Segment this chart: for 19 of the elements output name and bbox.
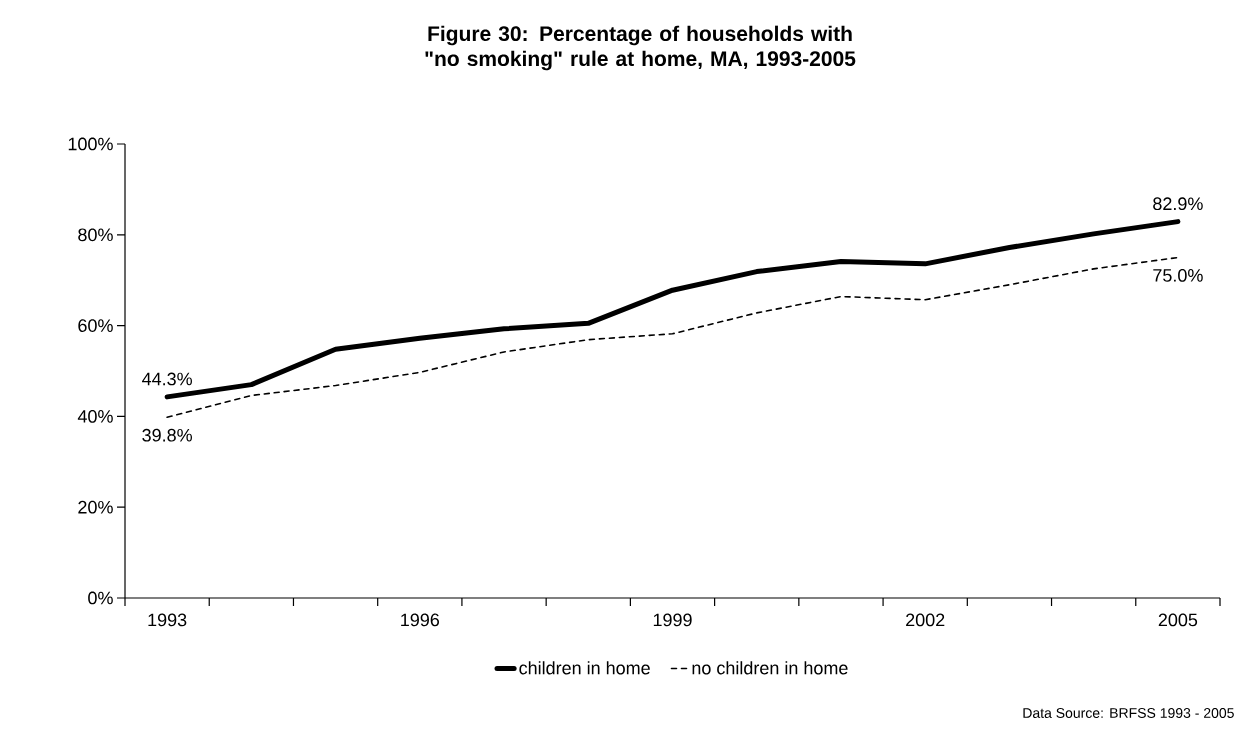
x-tick-label: 1999 [653,613,692,627]
y-tick-label: 0% [88,591,113,605]
x-tick-label: 2005 [1158,613,1198,627]
chart-title: Figure 30: Percentage of households with "no smoking" rule at home, MA, 1993-2005 [425,25,856,71]
y-tick-label: 100% [68,137,113,151]
x-tick-label: 1996 [401,613,440,627]
source-note: Data Source: BRFSS 1993 - 2005 [1023,708,1234,718]
x-tick-label: 1993 [148,613,187,627]
x-tick-label: 2002 [906,613,945,627]
y-tick-label: 40% [77,410,113,423]
data-label: 82.9% [1153,197,1203,211]
y-tick-label: 80% [78,228,113,242]
data-label: 44.3% [142,372,192,386]
data-label: 39.8% [142,428,192,442]
legend-label: children in home [519,661,650,675]
legend-label: no children in home [692,661,848,675]
y-tick-label: 20% [78,500,113,514]
y-tick-label: 60% [78,319,113,332]
data-label: 75.0% [1153,269,1203,282]
